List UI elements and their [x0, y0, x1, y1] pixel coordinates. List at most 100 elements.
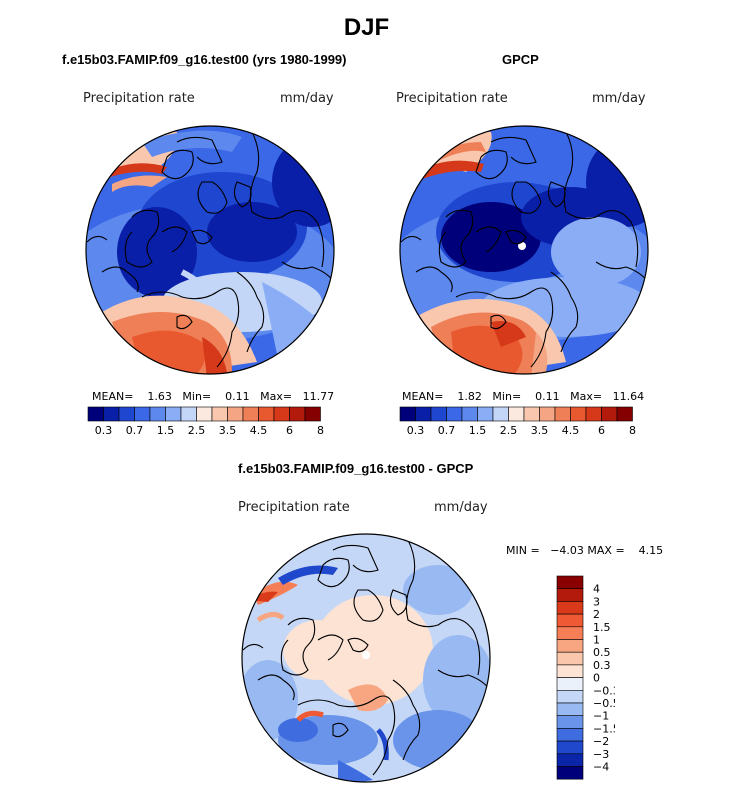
colorbar-swatch — [446, 406, 463, 422]
colorbar-tick-label: 8 — [629, 424, 636, 437]
colorbar-tick-label: 0.3 — [95, 424, 113, 437]
min-label: Min= — [492, 390, 522, 403]
colorbar-tick-label: 4.5 — [562, 424, 580, 437]
mean-label: MEAN= — [402, 390, 444, 403]
colorbar-swatch — [477, 406, 494, 422]
colorbar-tick-label: 2 — [593, 608, 600, 621]
colorbar-swatch — [149, 406, 166, 422]
colorbar-swatch — [556, 613, 584, 628]
colorbar-tick-label: 2.5 — [188, 424, 206, 437]
panel-1-map — [85, 125, 335, 375]
colorbar-swatch — [556, 601, 584, 615]
colorbar-swatch — [556, 753, 584, 767]
colorbar-tick-label: 0.5 — [593, 646, 611, 659]
colorbar-tick-label: −0.3 — [593, 684, 615, 697]
colorbar-swatch — [539, 406, 556, 422]
colorbar-tick-label: 1.5 — [469, 424, 487, 437]
colorbar-tick-label: 0 — [593, 672, 600, 685]
colorbar-swatch — [492, 406, 509, 422]
min-value: −4.03 — [550, 544, 584, 557]
max-label: Max= — [260, 390, 293, 403]
panel-1-variable: Precipitation rate — [83, 91, 195, 106]
colorbar-swatch — [556, 626, 584, 640]
colorbar-tick-label: −1 — [593, 710, 609, 723]
mean-label: MEAN= — [92, 390, 134, 403]
min-value: 0.11 — [535, 390, 560, 403]
colorbar-tick-label: 6 — [286, 424, 293, 437]
colorbar-swatch — [196, 406, 213, 422]
panel-3-title: f.e15b03.FAMIP.f09_g16.test00 - GPCP — [238, 461, 474, 476]
colorbar-swatch — [258, 406, 275, 422]
colorbar-swatch — [118, 406, 135, 422]
colorbar-swatch — [508, 406, 525, 422]
colorbar-tick-label: 1.5 — [593, 621, 611, 634]
colorbar-swatch — [211, 406, 228, 422]
colorbar-swatch — [134, 406, 151, 422]
colorbar-swatch — [601, 406, 618, 422]
colorbar-swatch — [585, 406, 602, 422]
colorbar-tick-label: 2.5 — [500, 424, 518, 437]
colorbar-tick-label: 0.7 — [438, 424, 456, 437]
main-title: DJF — [343, 14, 390, 41]
colorbar-swatch — [556, 702, 584, 716]
colorbar-swatch — [556, 715, 584, 729]
colorbar-tick-label: 3.5 — [531, 424, 549, 437]
colorbar-swatch — [556, 651, 584, 666]
colorbar-swatch — [227, 406, 244, 422]
max-value: 4.15 — [638, 544, 664, 557]
colorbar-swatch — [289, 406, 306, 422]
colorbar-swatch — [616, 406, 633, 422]
min-label: Min= — [182, 390, 212, 403]
panel-3-variable: Precipitation rate — [238, 500, 350, 515]
colorbar-swatch — [556, 664, 584, 678]
mean-value: 1.63 — [147, 390, 172, 403]
colorbar-swatch — [399, 406, 416, 422]
panel-1-title: f.e15b03.FAMIP.f09_g16.test00 (yrs 1980-… — [62, 52, 347, 67]
colorbar-swatch — [570, 406, 587, 422]
colorbar-swatch — [103, 406, 120, 422]
colorbar-swatch — [556, 575, 584, 589]
colorbar-tick-label: −4 — [593, 761, 609, 774]
panel-3-map — [241, 533, 491, 783]
colorbar-swatch — [273, 406, 290, 422]
colorbar-swatch — [554, 406, 571, 422]
panel-3-units: mm/day — [434, 500, 488, 515]
colorbar-swatch — [415, 406, 432, 422]
colorbar-swatch — [523, 406, 540, 422]
colorbar-tick-label: 6 — [598, 424, 605, 437]
mean-value: 1.82 — [457, 390, 482, 403]
colorbar-tick-label: −3 — [593, 748, 609, 761]
colorbar-tick-label: 8 — [317, 424, 324, 437]
min-value: 0.11 — [225, 390, 250, 403]
panel-2-title: GPCP — [502, 52, 539, 67]
colorbar-swatch — [556, 690, 584, 704]
colorbar-tick-label: 4 — [593, 583, 600, 596]
colorbar-swatch — [556, 588, 584, 602]
colorbar-swatch — [304, 406, 321, 422]
panel-1-stats: MEAN= 1.63 Min= 0.11 Max= 11.77 — [92, 390, 334, 403]
panel-2-colorbar: 0.3 0.7 1.5 2.5 3.5 4.5 6 8 — [399, 406, 636, 437]
panel-3-stats: MIN = −4.03 MAX = 4.15 — [506, 544, 663, 557]
colorbar-tick-label: 0.3 — [407, 424, 425, 437]
colorbar-swatch — [461, 406, 478, 422]
colorbar-tick-label: 0.3 — [593, 659, 611, 672]
panel-2-units: mm/day — [592, 91, 646, 106]
max-value: 11.64 — [612, 390, 645, 403]
colorbar-tick-label: 1 — [593, 634, 600, 647]
colorbar-swatch — [87, 406, 104, 422]
colorbar-tick-label: −2 — [593, 735, 609, 748]
panel-1-units: mm/day — [280, 91, 334, 106]
max-label: Max= — [570, 390, 603, 403]
colorbar-swatch — [556, 677, 584, 691]
max-value: 11.77 — [302, 390, 335, 403]
colorbar-tick-label: −1.5 — [593, 722, 615, 735]
colorbar-swatch — [556, 740, 584, 755]
colorbar-tick-label: 4.5 — [250, 424, 268, 437]
colorbar-swatch — [165, 406, 182, 422]
colorbar-swatch — [556, 728, 584, 742]
colorbar-tick-label: 0.7 — [126, 424, 144, 437]
colorbar-tick-label: 3.5 — [219, 424, 237, 437]
colorbar-swatch — [556, 639, 584, 653]
colorbar-swatch — [242, 406, 259, 422]
